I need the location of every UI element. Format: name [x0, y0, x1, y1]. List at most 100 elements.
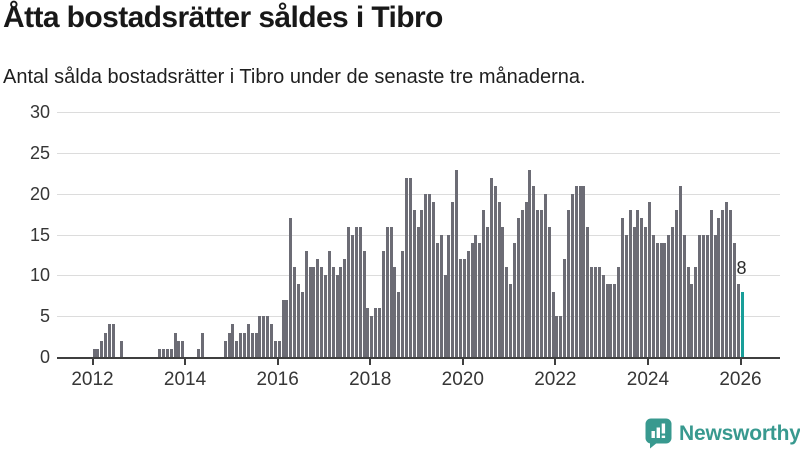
gridline [57, 193, 780, 195]
bar [547, 226, 551, 357]
bar [455, 169, 459, 357]
bar [200, 332, 204, 357]
bar [250, 332, 254, 357]
bar [698, 234, 702, 357]
bar [104, 332, 108, 357]
bar [551, 291, 555, 357]
bar [520, 210, 524, 357]
bar [485, 226, 489, 357]
bar [597, 267, 601, 357]
bar [308, 267, 312, 357]
bar [667, 234, 671, 357]
bar [536, 210, 540, 357]
bar [593, 267, 597, 357]
bar [528, 169, 532, 357]
bar [613, 283, 617, 357]
bar [644, 226, 648, 357]
bar [242, 332, 246, 357]
bar [651, 234, 655, 357]
bar [721, 210, 725, 357]
bar [725, 202, 729, 357]
bar [686, 267, 690, 357]
newsworthy-speech-bubble-bar-chart-icon [645, 418, 672, 449]
bar [458, 259, 462, 357]
bar [655, 242, 659, 357]
bar [555, 316, 559, 357]
x-axis-tick-label: 2026 [719, 369, 762, 390]
bar [100, 340, 104, 357]
bar [258, 316, 262, 357]
bar [713, 234, 717, 357]
y-axis-tick-label: 10 [29, 265, 50, 286]
bar [578, 185, 582, 357]
newsworthy-logo[interactable]: Newsworthy [645, 418, 800, 449]
bar [235, 340, 239, 357]
newsworthy-wordmark: Newsworthy [679, 421, 800, 445]
bar [474, 234, 478, 357]
x-axis-tick [554, 359, 557, 365]
bar [374, 308, 378, 357]
y-axis-tick-label: 5 [39, 306, 50, 327]
bar [559, 316, 563, 357]
x-axis-tick [739, 359, 742, 365]
bar [408, 177, 412, 357]
gridline [57, 112, 780, 114]
x-axis-tick [646, 359, 649, 365]
bar [181, 340, 185, 357]
bar [574, 185, 578, 357]
bar [281, 299, 285, 357]
bar [617, 267, 621, 357]
bar [489, 177, 493, 357]
bar [285, 299, 289, 357]
bar [539, 210, 543, 357]
bar [466, 251, 470, 357]
bar [431, 202, 435, 357]
bar [505, 267, 509, 357]
bar [173, 332, 177, 357]
bar [624, 234, 628, 357]
bar [300, 291, 304, 357]
bar [663, 242, 667, 357]
bar [632, 226, 636, 357]
gridline [57, 153, 780, 155]
y-axis-tick-label: 25 [29, 143, 50, 164]
bar [397, 291, 401, 357]
x-axis-tick [91, 359, 94, 365]
bar [443, 275, 447, 357]
bar [335, 275, 339, 357]
bar [671, 226, 675, 357]
bar [381, 251, 385, 357]
bar [347, 226, 351, 357]
highlighted-bar-value-label: 8 [736, 258, 747, 278]
bar [509, 283, 513, 357]
bar [605, 283, 609, 357]
bar [393, 267, 397, 357]
bar [289, 218, 293, 357]
bar [370, 316, 374, 357]
bar [674, 210, 678, 357]
x-axis-tick-label: 2014 [163, 369, 207, 390]
bar [705, 234, 709, 357]
bar [239, 332, 243, 357]
bar [516, 218, 520, 357]
bar [323, 275, 327, 357]
y-axis-tick-label: 20 [29, 183, 50, 204]
x-axis-tick [276, 359, 279, 365]
bar [640, 218, 644, 357]
bar [96, 348, 100, 357]
bar [269, 324, 273, 357]
bar [470, 242, 474, 357]
bar [416, 226, 420, 357]
bar [119, 340, 123, 357]
bar [563, 259, 567, 357]
x-axis-tick-label: 2020 [441, 369, 484, 390]
bar [158, 348, 162, 357]
bar [366, 308, 370, 357]
bar [296, 283, 300, 357]
y-axis-tick-label: 15 [29, 224, 50, 245]
bar [277, 340, 281, 357]
bar [107, 324, 111, 357]
bar [701, 234, 705, 357]
bar [462, 259, 466, 357]
bar [254, 332, 258, 357]
